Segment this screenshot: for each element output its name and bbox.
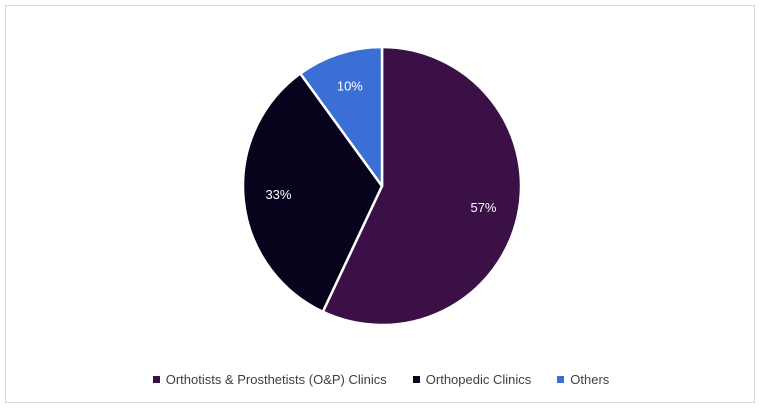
- legend-swatch-orthopedic-clinics: [412, 376, 420, 383]
- chart-legend: Orthotists & Prosthetists (O&P) Clinics …: [6, 372, 756, 387]
- legend-item-orthopedic-clinics: Orthopedic Clinics: [412, 372, 532, 387]
- pie-slice-orthopedic-clinics: [241, 72, 384, 314]
- data-label-orthopedic-clinics: 33%: [265, 187, 291, 202]
- legend-label-op-clinics: Orthotists & Prosthetists (O&P) Clinics: [165, 372, 387, 387]
- pie-slice-others: [299, 45, 384, 188]
- data-label-others: 10%: [337, 79, 363, 94]
- legend-label-others: Others: [570, 372, 610, 387]
- pie-slice-op-clinics: [321, 45, 523, 327]
- chart-frame: 57% 33% 10% Orthotists & Prosthetists (O&P…: [5, 5, 755, 403]
- legend-item-op-clinics: Orthotists & Prosthetists (O&P) Clinics: [152, 372, 387, 387]
- legend-item-others: Others: [557, 372, 609, 387]
- legend-swatch-op-clinics: [152, 376, 160, 383]
- pie-chart: 57% 33% 10%: [241, 45, 523, 327]
- data-label-op-clinics: 57%: [470, 200, 496, 215]
- pie-slices: [241, 45, 523, 327]
- pie-data-labels: 57% 33% 10%: [265, 79, 496, 216]
- legend-swatch-others: [557, 376, 565, 383]
- legend-label-orthopedic-clinics: Orthopedic Clinics: [425, 372, 532, 387]
